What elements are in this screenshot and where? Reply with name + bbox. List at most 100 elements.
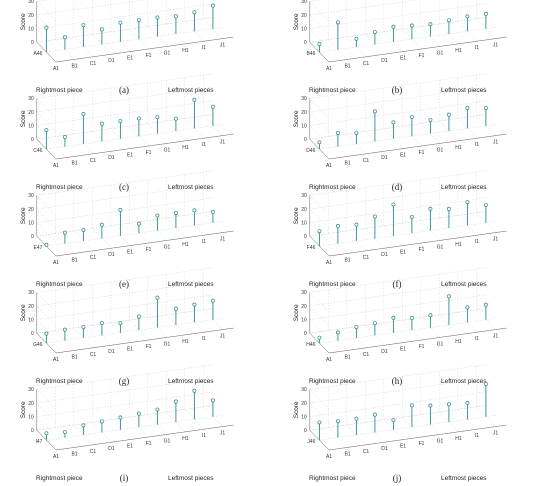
x-tick-label: C1 <box>90 158 97 164</box>
grid-line-floor <box>319 26 498 53</box>
x-axis-line <box>55 424 234 451</box>
z-tick-label: 20 <box>301 304 307 310</box>
x-tick-label: H1 <box>182 242 189 248</box>
y-axis-title: Rightmost piece <box>36 184 83 191</box>
stem-marker <box>155 295 160 300</box>
panel-label: (d) <box>392 182 403 192</box>
z-axis-title: Score <box>293 110 300 127</box>
chart-panel-a: 0 10 20 30 Score A1 B1 C1 D1 E1 F1 G1 H1 I1 J1 A46 Right… <box>20 0 234 95</box>
z-tick-label: 20 <box>28 13 34 19</box>
x-tick-label: C1 <box>363 352 370 358</box>
y-axis-line <box>36 333 57 354</box>
stem-marker <box>391 202 396 207</box>
z-tick-label: 0 <box>31 234 34 240</box>
y-tick-label: J46 <box>307 439 315 445</box>
z-tick-label: 30 <box>301 193 307 199</box>
z-axis-title: Score <box>293 401 300 418</box>
stem-marker <box>317 335 322 340</box>
z-tick-label: 0 <box>304 428 307 434</box>
x-tick-label: E1 <box>127 347 133 353</box>
stem-marker <box>118 207 123 212</box>
x-tick-label: C1 <box>90 61 97 67</box>
stem-marker <box>428 206 433 211</box>
x-tick-label: F1 <box>146 150 152 156</box>
stem-marker <box>192 97 197 102</box>
grid-line-floor <box>46 220 225 247</box>
stem-marker <box>428 403 433 408</box>
grid-line-z <box>309 391 488 437</box>
grid-line-floor <box>46 414 225 441</box>
x-tick-label: E1 <box>400 250 406 256</box>
y-axis-title: Rightmost piece <box>309 87 356 94</box>
stem-marker <box>81 112 86 116</box>
z-tick-label: 10 <box>28 414 34 420</box>
grid-line-z <box>36 267 215 313</box>
y-tick-label: H46 <box>306 342 315 348</box>
x-tick-label: I1 <box>475 336 479 342</box>
x-tick-label: H1 <box>455 48 462 54</box>
x-tick-label: G1 <box>164 244 171 250</box>
stem-marker <box>483 302 488 307</box>
stem-marker <box>354 36 359 41</box>
x-tick-label: G1 <box>164 438 171 444</box>
z-tick-label: 20 <box>28 304 34 310</box>
stem-marker <box>210 104 215 109</box>
x-tick-label: A1 <box>53 357 59 363</box>
x-tick-label: G1 <box>437 147 444 153</box>
grid-line-z <box>36 405 215 451</box>
z-tick-label: 0 <box>31 137 34 143</box>
grid-line-z <box>309 405 488 451</box>
x-tick-label: C1 <box>90 255 97 261</box>
x-tick-label: B1 <box>71 451 77 457</box>
grid-line-z <box>309 170 488 216</box>
x-tick-label: J1 <box>220 237 226 243</box>
stem-marker <box>136 221 141 226</box>
x-tick-label: A1 <box>53 260 59 266</box>
x-tick-label: I1 <box>202 239 206 245</box>
stem-marker <box>372 412 377 417</box>
x-tick-label: I1 <box>475 45 479 51</box>
x-tick-label: B1 <box>344 451 350 457</box>
x-tick-label: A1 <box>326 66 332 72</box>
panel-label: (b) <box>392 85 403 95</box>
x-tick-label: C1 <box>90 352 97 358</box>
x-tick-label: B1 <box>344 257 350 263</box>
stem-marker <box>192 302 197 307</box>
y-tick-label: G46 <box>33 342 43 348</box>
x-tick-label: B1 <box>71 160 77 166</box>
x-tick-label: E1 <box>400 444 406 450</box>
x-axis-line <box>55 133 234 160</box>
stem-marker <box>428 313 433 318</box>
stem-marker <box>136 411 141 416</box>
z-tick-label: 10 <box>301 123 307 129</box>
stem-marker <box>446 112 451 117</box>
chart-panel-e: 0 10 20 30 Score A1 B1 C1 D1 E1 F1 G1 H1 I1 J1 E47 Right… <box>20 170 234 289</box>
stem-marker <box>335 130 340 135</box>
x-tick-label: J1 <box>493 237 499 243</box>
stem-marker <box>354 222 359 227</box>
x-tick-label: F1 <box>146 441 152 447</box>
x-tick-label: I1 <box>202 433 206 439</box>
stem-marker <box>62 230 67 235</box>
z-axis-title: Score <box>20 110 27 127</box>
x-tick-label: G1 <box>437 341 444 347</box>
z-axis-title: Score <box>293 207 300 224</box>
stem-marker <box>335 223 340 228</box>
stem-marker <box>81 23 86 28</box>
x-axis-line <box>328 36 507 63</box>
x-axis-line <box>55 327 234 354</box>
z-tick-label: 30 <box>301 96 307 102</box>
grid-line-z <box>309 364 488 410</box>
x-tick-label: G1 <box>164 341 171 347</box>
x-tick-label: D1 <box>108 349 115 355</box>
x-tick-label: G1 <box>164 50 171 56</box>
z-tick-label: 10 <box>301 26 307 32</box>
x-tick-label: F1 <box>146 53 152 59</box>
y-axis-line <box>309 430 330 451</box>
x-tick-label: E1 <box>127 153 133 159</box>
chart-panel-j: 0 10 20 30 Score A1 B1 C1 D1 E1 F1 G1 H1 I1 J1 J46 Right… <box>293 364 507 483</box>
stem-marker <box>118 415 123 420</box>
stem-marker <box>335 330 340 335</box>
stem-marker <box>446 402 451 407</box>
x-axis-line <box>328 133 507 160</box>
